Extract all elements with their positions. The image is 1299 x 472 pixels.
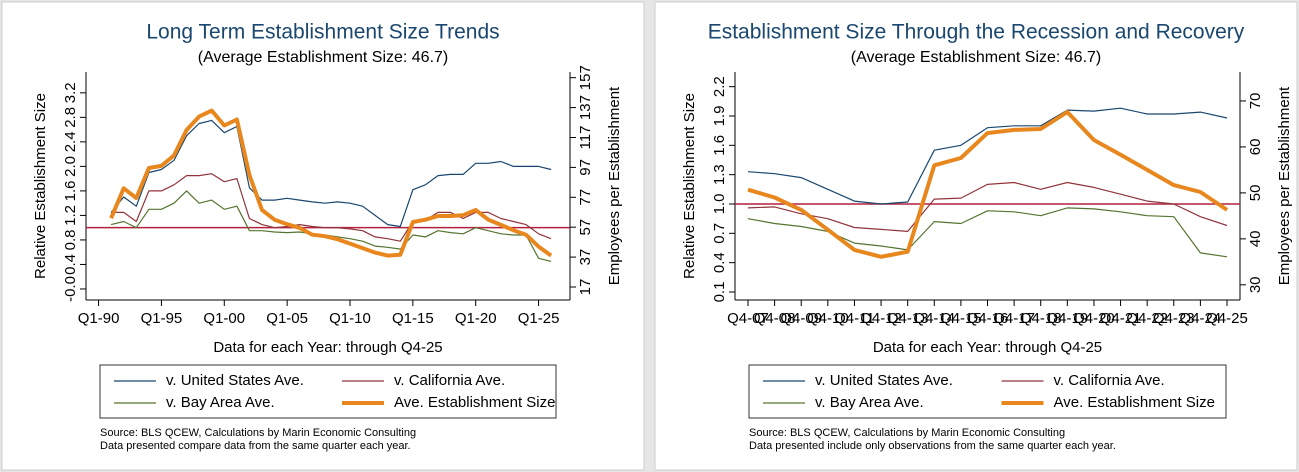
x-axis-title: Data for each Year: through Q4-25 (213, 339, 442, 356)
x-tick-label: Q1-10 (329, 310, 371, 327)
legend-label: v. California Ave. (1054, 372, 1165, 389)
y2-tick-label: 40 (1247, 231, 1264, 248)
y-tick-label: 0.4 (711, 252, 728, 273)
x-tick-label: Q4-14 (913, 310, 955, 327)
data-note: Data presented compare data from the sam… (100, 440, 411, 452)
x-tick-label: Q1-05 (266, 310, 308, 327)
x-tick-label: Q4-11 (834, 310, 875, 327)
x-tick-label: Q1-25 (518, 310, 560, 327)
x-tick-label: Q4-12 (860, 310, 902, 327)
y-tick-label: 1.3 (711, 164, 728, 185)
x-tick-label: Q1-15 (392, 310, 434, 327)
legend-label: v. California Ave. (394, 372, 505, 389)
y-axis-title: Relative Establishment Size (681, 93, 698, 279)
x-tick-label: Q4-24 (1180, 310, 1222, 327)
y-tick-label: 0.4 (62, 254, 79, 275)
y-tick-label: 1.6 (62, 180, 79, 201)
y-tick-label: 2.2 (711, 76, 728, 97)
y-tick-label: 3.2 (62, 82, 79, 103)
y-tick-label: 2.4 (62, 131, 79, 152)
legend-label: v. Bay Area Ave. (815, 394, 924, 411)
y2-tick-label: 17 (577, 279, 594, 296)
legend-label: v. United States Ave. (815, 372, 953, 389)
x-tick-label: Q1-90 (78, 310, 120, 327)
y2-axis-title: Employees per Establishment (606, 86, 623, 285)
x-tick-label: Q4-18 (1020, 310, 1062, 327)
y-tick-label: 1.6 (711, 135, 728, 156)
y-tick-label: 1.0 (711, 194, 728, 215)
legend-label: Ave. Establishment Size (394, 394, 555, 411)
y2-tick-label: 37 (577, 249, 594, 266)
chart-subtitle: (Average Establishment Size: 46.7) (198, 49, 449, 66)
y-axis-title: Relative Establishment Size (32, 93, 49, 279)
legend-label: v. Bay Area Ave. (166, 394, 275, 411)
legend-box (748, 364, 1227, 419)
y2-tick-label: 57 (577, 219, 594, 236)
chart-subtitle: (Average Establishment Size: 46.7) (851, 49, 1102, 66)
y2-tick-label: 117 (577, 126, 594, 150)
x-tick-label: Q4-15 (940, 310, 982, 327)
legend-box (99, 364, 557, 419)
y2-tick-label: 30 (1247, 276, 1264, 293)
x-tick-label: Q4-13 (887, 310, 929, 327)
y2-tick-label: 70 (1247, 93, 1264, 110)
y2-tick-label: 137 (577, 95, 594, 120)
x-tick-label: Q4-21 (1100, 310, 1142, 327)
y-tick-label: 1.9 (711, 106, 728, 127)
x-tick-label: Q4-23 (1153, 310, 1195, 327)
chart-title: Establishment Size Through the Recession… (708, 21, 1245, 44)
source-note: Source: BLS QCEW, Calculations by Marin … (100, 427, 416, 439)
x-tick-label: Q1-20 (455, 310, 497, 327)
x-tick-label: Q4-07 (727, 310, 769, 327)
x-tick-label: Q4-19 (1046, 310, 1088, 327)
y-tick-label: 2.8 (62, 107, 79, 128)
y-tick-label: 2.0 (62, 156, 79, 177)
x-tick-label: Q4-17 (993, 310, 1035, 327)
y-tick-label: 0.8 (62, 230, 79, 251)
series-line (747, 181, 1228, 232)
series-line (110, 119, 552, 228)
legend-label: v. United States Ave. (166, 372, 304, 389)
x-tick-label: Q4-20 (1073, 310, 1115, 327)
chart-title: Long Term Establishment Size Trends (146, 21, 499, 44)
x-tick-label: Q1-95 (141, 310, 183, 327)
y-tick-label: -0.0 (62, 276, 79, 302)
series-line (747, 107, 1228, 205)
y-tick-label: 0.7 (711, 223, 728, 244)
x-tick-label: Q4-16 (967, 310, 1009, 327)
x-tick-label: Q4-09 (780, 310, 822, 327)
x-tick-label: Q4-10 (807, 310, 849, 327)
y2-tick-label: 60 (1247, 139, 1264, 156)
x-tick-label: Q4-22 (1126, 310, 1168, 327)
y2-tick-label: 97 (577, 159, 594, 176)
y2-axis-title: Employees per Establishment (1276, 86, 1293, 285)
data-note: Data presented include only observations… (749, 440, 1116, 452)
y2-tick-label: 50 (1247, 185, 1264, 202)
y2-tick-label: 77 (577, 189, 594, 206)
y-tick-label: 0.1 (711, 282, 728, 303)
series-line (747, 110, 1229, 259)
y-tick-label: 1.2 (62, 205, 79, 226)
series-line (109, 108, 553, 258)
y2-tick-label: 157 (577, 65, 594, 90)
x-tick-label: Q4-25 (1206, 310, 1248, 327)
source-note: Source: BLS QCEW, Calculations by Marin … (749, 427, 1065, 439)
legend-label: Ave. Establishment Size (1054, 394, 1215, 411)
x-tick-label: Q4-08 (754, 310, 796, 327)
x-axis-title: Data for each Year: through Q4-25 (873, 339, 1102, 356)
x-tick-label: Q1-00 (203, 310, 245, 327)
